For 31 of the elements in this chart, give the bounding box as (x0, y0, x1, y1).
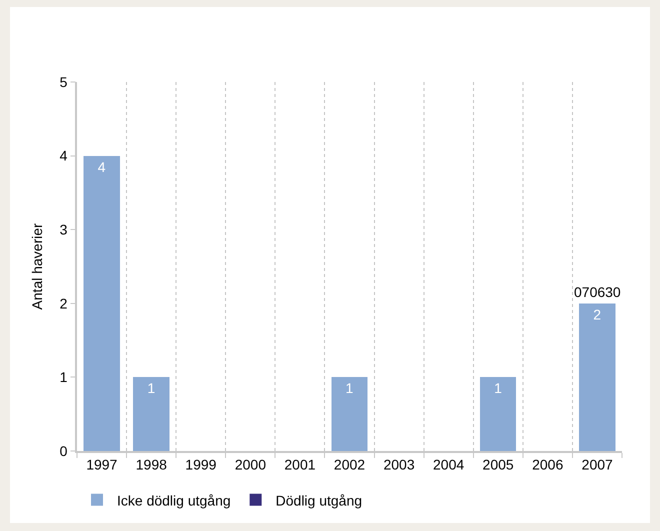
x-tick-label: 2001 (284, 456, 316, 473)
bar (84, 156, 120, 451)
x-tick-label: 1998 (136, 456, 168, 473)
x-tick-label: 2002 (334, 456, 366, 473)
x-tick-label: 2005 (482, 456, 514, 473)
y-tick-label: 4 (60, 148, 68, 164)
y-tick-label: 5 (60, 74, 68, 90)
x-tick-label: 2006 (532, 456, 564, 473)
y-tick-label: 0 (60, 442, 68, 459)
y-tick-label: 2 (60, 295, 68, 312)
legend-label: Icke dödlig utgång (117, 492, 231, 508)
data-label: 4 (98, 158, 106, 175)
x-tick-label: 2003 (383, 456, 415, 473)
y-axis-title: Antal haverier (28, 222, 45, 310)
bar (331, 377, 368, 451)
data-label: 1 (147, 380, 156, 396)
data-label: 2 (593, 306, 602, 322)
x-tick-label: 2007 (582, 456, 614, 473)
x-tick-label: 2004 (433, 456, 464, 473)
bar (480, 377, 516, 451)
x-tick-label: 1997 (86, 456, 118, 473)
data-label: 1 (346, 380, 354, 396)
x-tick-label: 1999 (185, 456, 217, 473)
bar (133, 377, 170, 451)
annotation: 070630 (574, 284, 621, 300)
y-tick-label: 3 (60, 222, 68, 238)
legend-label: Dödlig utgång (276, 492, 362, 508)
bar (579, 303, 616, 451)
data-label: 1 (494, 380, 502, 396)
x-tick-label: 2000 (234, 456, 266, 473)
y-tick-label: 1 (60, 369, 68, 386)
